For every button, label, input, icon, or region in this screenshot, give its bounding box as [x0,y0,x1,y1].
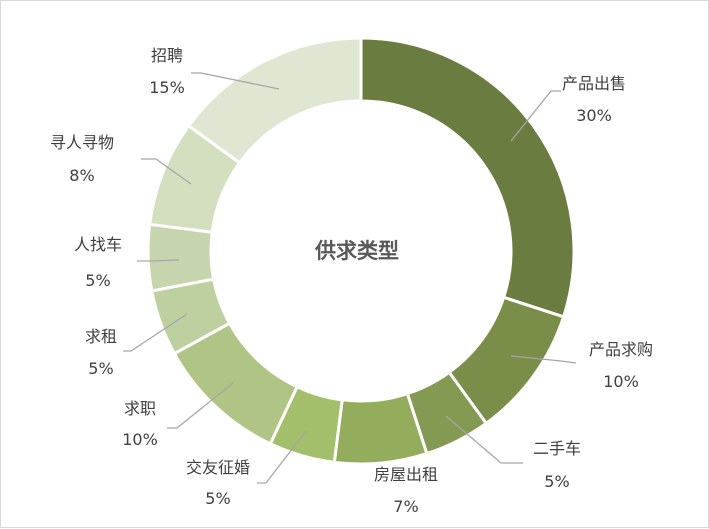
value-label-9: 8% [69,166,94,185]
value-label-1: 30% [576,106,612,125]
leader-line-1 [510,90,561,142]
leader-line-10 [191,72,280,90]
slice-10 [186,36,363,165]
category-label-5: 交友征婚 [186,458,250,477]
value-label-8: 5% [85,271,110,290]
value-label-6: 10% [122,430,158,449]
category-label-4: 房屋出租 [374,465,438,484]
leader-line-2 [510,355,577,364]
leader-line-7 [123,313,188,352]
slice-1 [359,36,576,319]
category-label-9: 寻人寻物 [50,133,114,152]
leader-line-6 [167,382,234,429]
leader-line-9 [141,158,192,185]
slices-group [146,36,576,466]
value-label-4: 7% [393,497,418,516]
chart-title: 供求类型 [314,239,399,263]
category-label-3: 二手车 [533,439,581,458]
value-label-10: 15% [149,78,185,97]
category-label-7: 求租 [85,327,117,346]
value-label-2: 10% [603,372,639,391]
leader-line-3 [445,415,523,464]
leader-lines-group [123,72,577,484]
value-label-7: 5% [88,359,113,378]
category-label-1: 产品出售 [562,74,626,93]
labels-group: 产品出售 30% 产品求购 10% 二手车 5% 房屋出租 7% 交友征婚 5% 求职 10% 求租 5%… [50,46,653,516]
category-label-2: 产品求购 [589,340,653,359]
value-label-5: 5% [205,489,230,508]
leader-line-8 [137,259,180,262]
value-label-3: 5% [544,472,569,491]
category-label-6: 求职 [124,399,156,418]
category-label-8: 人找车 [74,235,122,254]
slice-8 [146,222,216,293]
leader-line-5 [257,430,307,484]
category-label-10: 招聘 [151,46,183,65]
